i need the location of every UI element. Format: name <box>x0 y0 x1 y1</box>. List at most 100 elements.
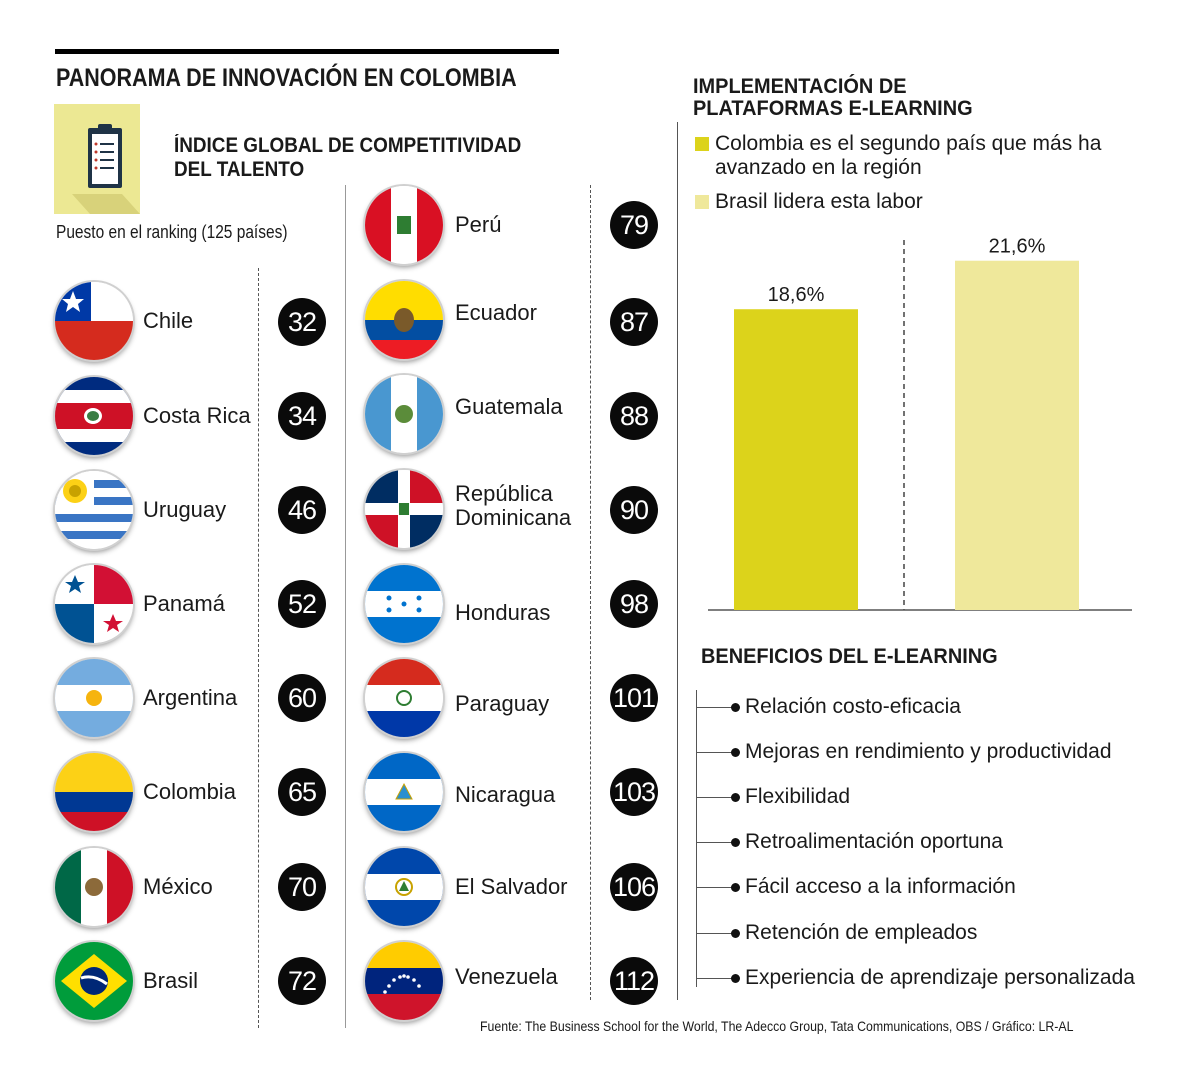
elearning-title: IMPLEMENTACIÓN DE PLATAFORMAS E-LEARNING <box>693 76 973 120</box>
country-name: El Salvador <box>455 874 568 899</box>
divider-middle <box>345 185 346 1028</box>
country-row-honduras: Honduras <box>365 565 550 643</box>
legend-brasil: Brasil lidera esta labor <box>695 190 923 214</box>
country-name: Venezuela <box>455 964 558 989</box>
benefit-item: Fácil acceso a la información <box>745 875 1016 898</box>
country-row-republica-dominicana: República Dominicana <box>365 470 571 548</box>
legend-swatch-light <box>695 195 709 209</box>
rank-badge: 34 <box>278 392 326 440</box>
country-name: Guatemala <box>455 394 563 419</box>
rank-badge: 72 <box>278 957 326 1005</box>
country-row-venezuela: Venezuela <box>365 942 558 1020</box>
rank-badge: 79 <box>610 201 658 249</box>
country-row-costa-rica: Costa Rica <box>55 377 251 455</box>
benefit-item: Experiencia de aprendizaje personalizada <box>745 966 1135 989</box>
divider-left <box>258 268 259 1028</box>
rank-badge: 65 <box>278 768 326 816</box>
bar-brasil <box>955 260 1079 610</box>
rank-badge: 90 <box>610 486 658 534</box>
country-name: Perú <box>455 212 502 237</box>
top-rule <box>55 49 559 54</box>
nicaragua-flag-icon <box>365 753 443 831</box>
clipboard-icon <box>54 104 140 214</box>
legend-brasil-text: Brasil lidera esta labor <box>715 190 923 213</box>
rank-badge: 46 <box>278 486 326 534</box>
benefit-connector <box>696 978 734 979</box>
rank-badge: 101 <box>610 674 658 722</box>
index-subtitle-line1: ÍNDICE GLOBAL DE COMPETITIVIDAD <box>174 134 522 157</box>
ecuador-flag-icon <box>365 281 443 359</box>
rank-badge: 112 <box>610 957 658 1005</box>
venezuela-flag-icon <box>365 942 443 1020</box>
benefit-connector <box>696 797 734 798</box>
elearning-title-line1: IMPLEMENTACIÓN DE <box>693 75 907 98</box>
honduras-flag-icon <box>365 565 443 643</box>
country-name: Uruguay <box>143 497 227 522</box>
rank-badge: 98 <box>610 580 658 628</box>
page-title: PANORAMA DE INNOVACIÓN EN COLOMBIA <box>56 64 517 92</box>
country-row-peru: Perú <box>365 186 501 264</box>
republica-dominicana-flag-icon <box>365 470 443 548</box>
mexico-flag-icon <box>55 848 133 926</box>
index-subtitle: ÍNDICE GLOBAL DE COMPETITIVIDAD DEL TALE… <box>174 134 521 182</box>
benefit-connector <box>696 752 734 753</box>
country-name-line2: Dominicana <box>455 505 572 530</box>
bar-colombia <box>734 309 858 610</box>
source-note: Fuente: The Business School for the Worl… <box>480 1018 1074 1034</box>
bar-value-label: 18,6% <box>768 284 825 306</box>
peru-flag-icon <box>365 186 443 264</box>
argentina-flag-icon <box>55 659 133 737</box>
el-salvador-flag-icon <box>365 848 443 926</box>
country-row-nicaragua: Nicaragua <box>365 753 555 831</box>
chile-flag-icon <box>55 282 133 360</box>
country-row-mexico: México <box>55 848 213 926</box>
benefit-connector <box>696 707 734 708</box>
rank-badge: 70 <box>278 863 326 911</box>
benefit-item: Mejoras en rendimiento y productividad <box>745 740 1112 763</box>
benefit-bullet <box>731 883 740 892</box>
country-name: Ecuador <box>455 300 537 325</box>
benefit-connector <box>696 933 734 934</box>
uruguay-flag-icon <box>55 471 133 549</box>
index-subtitle-line2: DEL TALENTO <box>174 158 305 181</box>
elearning-title-line2: PLATAFORMAS E-LEARNING <box>693 97 973 120</box>
rank-badge: 88 <box>610 392 658 440</box>
elearning-bar-chart: 18,6% 21,6% <box>708 236 1132 611</box>
country-row-paraguay: Paraguay <box>365 659 549 737</box>
benefit-bullet <box>731 838 740 847</box>
benefit-bullet <box>731 793 740 802</box>
country-name: Nicaragua <box>455 781 556 807</box>
colombia-flag-icon <box>55 753 133 831</box>
country-name: Panamá <box>143 591 225 616</box>
rank-badge: 60 <box>278 674 326 722</box>
country-row-uruguay: Uruguay <box>55 471 226 549</box>
country-name: Paraguay <box>455 691 550 716</box>
benefit-connector <box>696 887 734 888</box>
rank-badge: 32 <box>278 298 326 346</box>
benefits-tree-line <box>696 690 697 987</box>
benefit-bullet <box>731 703 740 712</box>
panama-flag-icon <box>55 565 133 643</box>
brasil-flag-icon <box>55 942 133 1020</box>
country-row-argentina: Argentina <box>55 659 237 737</box>
costa-rica-flag-icon <box>55 377 133 455</box>
country-name: Chile <box>143 308 194 333</box>
legend-colombia: Colombia es el segundo país que más ha a… <box>695 132 1155 180</box>
country-row-chile: Chile <box>55 282 193 360</box>
benefit-item: Retroalimentación oportuna <box>745 830 1003 853</box>
country-name: Honduras <box>455 600 551 625</box>
ranking-label: Puesto en el ranking (125 países) <box>56 222 288 242</box>
country-row-brasil: Brasil <box>55 942 198 1020</box>
rank-badge: 103 <box>610 768 658 816</box>
guatemala-flag-icon <box>365 375 443 453</box>
rank-badge: 106 <box>610 863 658 911</box>
benefit-bullet <box>731 929 740 938</box>
legend-colombia-text: Colombia es el segundo país que más ha a… <box>715 132 1102 179</box>
benefit-connector <box>696 842 734 843</box>
benefit-item: Relación costo-eficacia <box>745 695 961 718</box>
benefit-item: Flexibilidad <box>745 785 851 808</box>
rank-badge: 87 <box>610 298 658 346</box>
country-name: México <box>143 874 213 899</box>
benefits-title: BENEFICIOS DEL E-LEARNING <box>701 645 998 668</box>
country-row-ecuador: Ecuador <box>365 281 537 359</box>
